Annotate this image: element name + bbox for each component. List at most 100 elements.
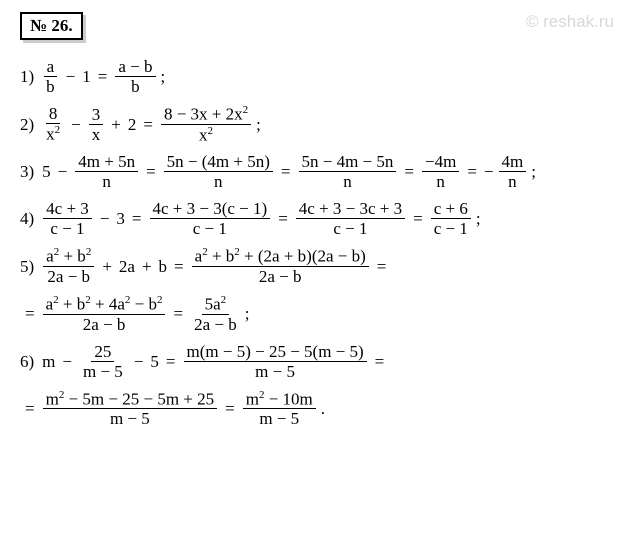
denominator: c − 1 xyxy=(190,219,230,237)
math-item: 6)m−25m − 5−5=m(m − 5) − 25 − 5(m − 5)m … xyxy=(20,343,614,380)
numerator: 4c + 3 − 3(c − 1) xyxy=(150,200,271,219)
term: ; xyxy=(256,116,261,133)
equals: = xyxy=(25,400,35,417)
term: ; xyxy=(245,305,250,322)
numerator: 5n − 4m − 5n xyxy=(299,153,397,172)
denominator: n xyxy=(505,172,520,190)
denominator: n xyxy=(211,172,226,190)
fraction: a2 + b2 + (2a + b)(2a − b)2a − b xyxy=(192,247,369,285)
fraction: 5n − 4m − 5nn xyxy=(299,153,397,190)
watermark: © reshak.ru xyxy=(526,12,614,32)
numerator: 8 xyxy=(46,105,61,124)
denominator: 2a − b xyxy=(256,267,305,285)
numerator: a2 + b2 xyxy=(43,247,94,267)
fraction: a − bb xyxy=(115,58,155,95)
denominator: b xyxy=(128,77,143,95)
term: ; xyxy=(476,210,481,227)
fraction: m2 − 5m − 25 − 5m + 25m − 5 xyxy=(43,390,218,428)
operator: − xyxy=(100,210,110,227)
term: 5 xyxy=(150,353,159,370)
term: − xyxy=(484,163,494,180)
denominator: b xyxy=(43,77,58,95)
item-number: 1) xyxy=(20,68,34,85)
fraction: 3x xyxy=(89,106,104,143)
header: № 26. © reshak.ru xyxy=(20,12,614,40)
operator: − xyxy=(66,68,76,85)
item-number: 6) xyxy=(20,353,34,370)
term: 1 xyxy=(82,68,91,85)
numerator: 5n − (4m + 5n) xyxy=(164,153,273,172)
term: 3 xyxy=(116,210,125,227)
fraction: 25m − 5 xyxy=(80,343,126,380)
numerator: 4m xyxy=(499,153,527,172)
math-item-continuation: =a2 + b2 + 4a2 − b22a − b=5a22a − b; xyxy=(20,295,614,333)
math-item-continuation: =m2 − 5m − 25 − 5m + 25m − 5=m2 − 10mm −… xyxy=(20,390,614,428)
fraction: 4c + 3 − 3(c − 1)c − 1 xyxy=(150,200,271,237)
math-content: 1)ab−1=a − bb;2)8x2−3x+2=8 − 3x + 2x2x2;… xyxy=(20,58,614,427)
numerator: m(m − 5) − 25 − 5(m − 5) xyxy=(184,343,367,362)
denominator: m − 5 xyxy=(252,362,298,380)
math-item: 2)8x2−3x+2=8 − 3x + 2x2x2; xyxy=(20,105,614,143)
term: 2a xyxy=(119,258,135,275)
numerator: a xyxy=(44,58,58,77)
fraction: 4c + 3 − 3c + 3c − 1 xyxy=(296,200,405,237)
fraction: m(m − 5) − 25 − 5(m − 5)m − 5 xyxy=(184,343,367,380)
denominator: x2 xyxy=(196,125,216,144)
denominator: x2 xyxy=(43,124,63,143)
denominator: n xyxy=(340,172,355,190)
fraction: 8x2 xyxy=(43,105,63,143)
fraction: c + 6c − 1 xyxy=(431,200,471,237)
term: 5 xyxy=(42,163,51,180)
term: m xyxy=(42,353,55,370)
equals: = xyxy=(467,163,477,180)
fraction: 8 − 3x + 2x2x2 xyxy=(161,105,251,143)
operator: + xyxy=(142,258,152,275)
denominator: m − 5 xyxy=(256,409,302,427)
equals: = xyxy=(225,400,235,417)
numerator: a2 + b2 + 4a2 − b2 xyxy=(43,295,166,315)
item-number: 4) xyxy=(20,210,34,227)
numerator: 25 xyxy=(91,343,114,362)
numerator: 8 − 3x + 2x2 xyxy=(161,105,251,125)
equals: = xyxy=(98,68,108,85)
math-item: 5)a2 + b22a − b+2a+b=a2 + b2 + (2a + b)(… xyxy=(20,247,614,285)
equals: = xyxy=(166,353,176,370)
equals: = xyxy=(413,210,423,227)
operator: − xyxy=(62,353,72,370)
equals: = xyxy=(174,258,184,275)
fraction: 4mn xyxy=(499,153,527,190)
denominator: 2a − b xyxy=(44,267,93,285)
operator: − xyxy=(134,353,144,370)
numerator: c + 6 xyxy=(431,200,471,219)
fraction: 5n − (4m + 5n)n xyxy=(164,153,273,190)
math-item: 1)ab−1=a − bb; xyxy=(20,58,614,95)
numerator: m2 − 5m − 25 − 5m + 25 xyxy=(43,390,218,410)
operator: − xyxy=(58,163,68,180)
math-item: 3)5−4m + 5nn=5n − (4m + 5n)n=5n − 4m − 5… xyxy=(20,153,614,190)
denominator: c − 1 xyxy=(330,219,370,237)
equals: = xyxy=(281,163,291,180)
denominator: c − 1 xyxy=(431,219,471,237)
equals: = xyxy=(143,116,153,133)
equals: = xyxy=(146,163,156,180)
denominator: 2a − b xyxy=(191,315,240,333)
numerator: m2 − 10m xyxy=(243,390,316,410)
fraction: m2 − 10mm − 5 xyxy=(243,390,316,428)
numerator: 4m + 5n xyxy=(75,153,138,172)
equals: = xyxy=(375,353,385,370)
math-item: 4)4c + 3c − 1−3=4c + 3 − 3(c − 1)c − 1=4… xyxy=(20,200,614,237)
term: b xyxy=(159,258,168,275)
term: . xyxy=(321,400,325,417)
denominator: n xyxy=(433,172,448,190)
equals: = xyxy=(377,258,387,275)
equals: = xyxy=(404,163,414,180)
equals: = xyxy=(278,210,288,227)
item-number: 3) xyxy=(20,163,34,180)
fraction: 4m + 5nn xyxy=(75,153,138,190)
denominator: m − 5 xyxy=(107,409,153,427)
equals: = xyxy=(173,305,183,322)
problem-badge: № 26. xyxy=(20,12,83,40)
equals: = xyxy=(132,210,142,227)
item-number: 2) xyxy=(20,116,34,133)
denominator: x xyxy=(89,125,104,143)
